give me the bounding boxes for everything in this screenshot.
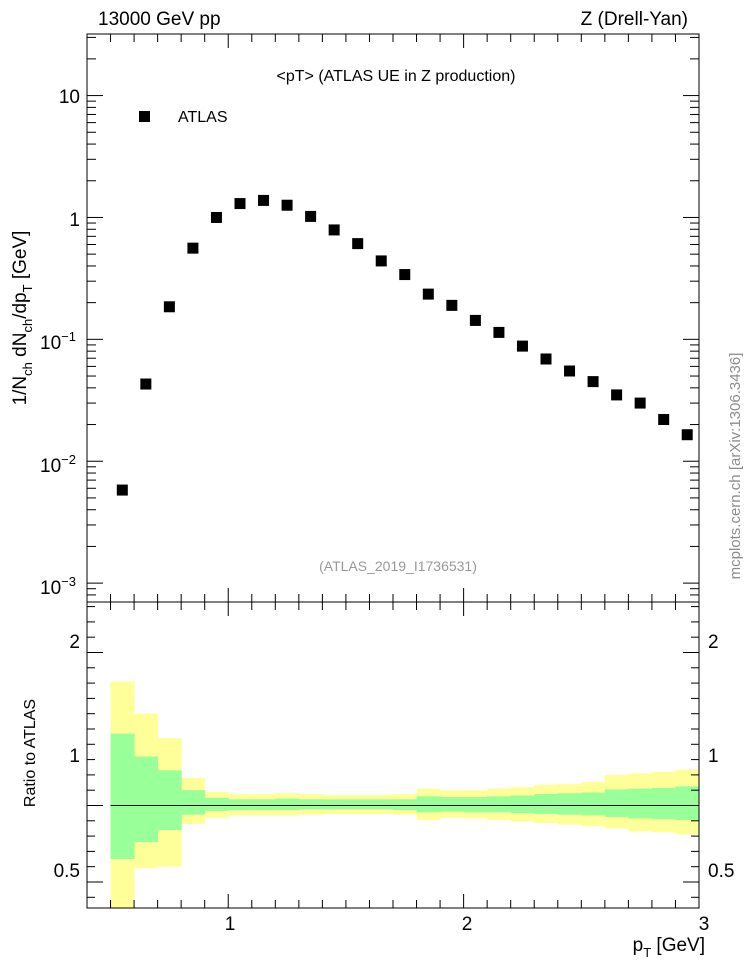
stat-uncertainty-band-bin xyxy=(416,796,441,813)
stat-uncertainty-band-bin xyxy=(604,789,629,817)
ratio-y-tick-labels: 2 1 0.5 2 1 0.5 xyxy=(54,632,735,882)
legend-marker xyxy=(139,111,150,122)
stat-uncertainty-band-bin xyxy=(581,792,606,816)
x-tick-label-2: 2 xyxy=(462,914,473,935)
y-tick-label-1: 1 xyxy=(69,210,80,231)
data-point xyxy=(163,301,175,313)
ratio-y-tick-label-right-1: 1 xyxy=(708,746,719,767)
data-point xyxy=(634,397,646,409)
stat-uncertainty-band-bin xyxy=(487,796,512,813)
stat-uncertainty-band-bin xyxy=(298,799,323,810)
stat-uncertainty-band-bin xyxy=(651,787,676,820)
stat-uncertainty-band-bin xyxy=(275,798,300,811)
stat-uncertainty-band-bin xyxy=(675,786,700,821)
ratio-y-tick-label-1: 1 xyxy=(69,746,80,767)
main-y-axis-label: 1/Nch dNch/dpT [GeV] xyxy=(10,231,35,406)
data-point xyxy=(516,340,528,352)
stat-uncertainty-band-bin xyxy=(463,797,488,813)
header-left-title: 13000 GeV pp xyxy=(98,9,221,30)
stat-uncertainty-band-bin xyxy=(534,794,559,814)
ratio-uncertainty-bands xyxy=(110,681,700,908)
axis-ticks xyxy=(87,34,700,908)
data-point xyxy=(234,198,246,210)
data-point xyxy=(564,365,576,377)
data-point xyxy=(328,224,340,236)
main-y-tick-labels: 10 1 10−1 10−2 10−3 xyxy=(40,87,80,599)
y-tick-label-0.1: 10−1 xyxy=(40,329,76,354)
stat-uncertainty-band-bin xyxy=(510,795,535,814)
data-point xyxy=(658,413,670,425)
stat-uncertainty-band-bin xyxy=(557,793,582,815)
data-point xyxy=(210,211,222,223)
ratio-y-tick-label-right-0.5: 0.5 xyxy=(708,861,734,882)
data-point xyxy=(187,242,199,254)
stat-uncertainty-band-bin xyxy=(251,799,276,811)
mcplots-reference-label: mcplots.cern.ch [arXiv:1306.3436] xyxy=(727,353,744,580)
data-markers xyxy=(116,194,693,496)
stat-uncertainty-band-bin xyxy=(134,756,159,843)
data-point xyxy=(469,314,481,326)
x-tick-label-1: 1 xyxy=(225,914,236,935)
ratio-y-tick-label-right-2: 2 xyxy=(708,632,719,653)
data-point xyxy=(140,378,152,390)
stat-uncertainty-band-bin xyxy=(228,799,253,811)
x-tick-label-3: 3 xyxy=(699,914,710,935)
plot-title: <pT> (ATLAS UE in Z production) xyxy=(277,68,516,85)
stat-uncertainty-band-bin xyxy=(322,799,347,810)
legend-label: ATLAS xyxy=(178,109,228,126)
y-tick-label-10: 10 xyxy=(59,87,80,108)
stat-uncertainty-band-bin xyxy=(369,799,394,810)
data-point xyxy=(305,210,317,222)
y-tick-label-0.001: 10−3 xyxy=(40,574,76,599)
stat-uncertainty-band-bin xyxy=(181,790,206,815)
ratio-y-tick-label-0.5: 0.5 xyxy=(54,861,80,882)
data-point xyxy=(681,429,693,441)
data-point xyxy=(116,484,128,496)
y-tick-label-0.01: 10−2 xyxy=(40,452,76,477)
stat-uncertainty-band-bin xyxy=(440,797,465,812)
data-point xyxy=(399,269,411,281)
stat-uncertainty-band-bin xyxy=(345,799,370,810)
data-point xyxy=(540,353,552,365)
data-point xyxy=(281,199,293,211)
x-axis-label: pT [GeV] xyxy=(633,935,705,960)
stat-uncertainty-band-bin xyxy=(157,770,182,830)
analysis-watermark: (ATLAS_2019_I1736531) xyxy=(319,558,477,574)
stat-uncertainty-band-bin xyxy=(204,797,229,811)
stat-uncertainty-band-bin xyxy=(393,799,418,811)
x-tick-labels: 1 2 3 xyxy=(225,914,710,935)
data-point xyxy=(587,376,599,388)
data-point xyxy=(375,255,387,267)
data-point xyxy=(611,389,623,401)
data-point xyxy=(493,326,505,338)
data-point xyxy=(446,299,458,311)
header-right-title: Z (Drell-Yan) xyxy=(581,9,688,30)
data-point xyxy=(258,194,270,206)
stat-uncertainty-band-bin xyxy=(628,788,653,819)
data-point xyxy=(422,288,434,300)
ratio-y-axis-label: Ratio to ATLAS xyxy=(22,699,39,807)
stat-uncertainty-band-bin xyxy=(110,733,135,860)
ratio-y-tick-label-2: 2 xyxy=(69,632,80,653)
data-point xyxy=(352,238,364,250)
